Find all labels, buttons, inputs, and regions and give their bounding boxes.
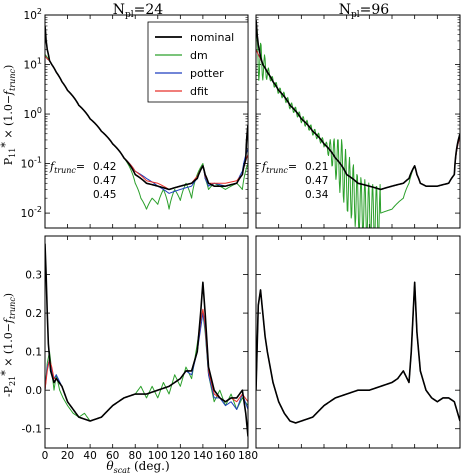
- series-group: [45, 25, 248, 210]
- ftrunc-annotation-left: ftrunc= 0.42 0.47 0.45: [49, 160, 116, 201]
- x-tick-label: 20: [61, 450, 74, 462]
- plot-frame: [255, 235, 461, 449]
- series-line-dfit: [45, 308, 248, 422]
- x-tick-label: 140: [193, 450, 213, 462]
- x-tick-label: 80: [129, 450, 142, 462]
- y-tick-label: 0.2: [25, 308, 42, 320]
- y-tick-label: -0.1: [22, 424, 43, 436]
- panel-bottom-left: -0.1 0.0 0.1 0.2 0.3 0 20 40 60 80 100 120 140 160 180: [22, 235, 258, 462]
- ticks: -0.1 0.0 0.1 0.2 0.3 0 20 40 60 80 100 120 140 160 180: [22, 236, 258, 462]
- ftrunc-annotation-right: ftrunc= 0.21 0.47 0.34: [261, 160, 329, 201]
- x-tick-label: 60: [106, 450, 119, 462]
- series-group: [45, 243, 248, 437]
- title-left: Npl=24: [113, 2, 164, 20]
- legend-label-dfit: dfit: [190, 85, 209, 98]
- y-tick-label: 101: [24, 57, 42, 72]
- series-line-nominal: [45, 25, 248, 191]
- legend-label-nominal: nominal: [190, 31, 234, 44]
- series-line-dm: [256, 29, 460, 228]
- xlabel: θscat (deg.): [106, 459, 169, 474]
- series-line-dfit: [256, 281, 460, 424]
- legend-box: [147, 21, 249, 103]
- y-tick-label: 0.1: [25, 347, 42, 359]
- ticks: 10-2 10-1 100 101 102: [21, 7, 249, 228]
- x-tick-label: 0: [42, 450, 49, 462]
- series-line-nominal: [256, 19, 460, 191]
- series-line-nominal: [45, 243, 248, 437]
- y-tick-label: 10-2: [21, 205, 42, 220]
- series-line-potter: [256, 281, 460, 424]
- plot-frame: [44, 235, 249, 449]
- series-line-potter: [45, 312, 248, 422]
- panel-top-right: [255, 14, 461, 229]
- series-group: [256, 281, 460, 424]
- ftrunc-left-dfit: 0.45: [93, 189, 116, 201]
- plot-frame: [44, 14, 249, 229]
- y-tick-label: 0.0: [25, 385, 42, 397]
- ylabel-top: P11* × (1.0−ftrunc): [0, 65, 17, 166]
- ftrunc-right-dm: 0.21: [305, 161, 328, 173]
- ftrunc-label-left: ftrunc=: [49, 160, 85, 175]
- legend-label-dm: dm: [190, 49, 208, 62]
- x-tick-label: 100: [148, 450, 168, 462]
- plot-frame: [255, 14, 461, 229]
- ftrunc-right-dfit: 0.34: [305, 189, 329, 201]
- x-tick-label: 120: [170, 450, 190, 462]
- x-tick-label: 180: [238, 450, 258, 462]
- legend-label-potter: potter: [190, 67, 224, 80]
- y-tick-label: 0.3: [25, 270, 42, 282]
- y-tick-label: 10-1: [21, 156, 42, 171]
- y-tick-label: 102: [24, 7, 42, 22]
- ftrunc-label-right: ftrunc=: [261, 160, 297, 175]
- y-tick-label: 100: [24, 106, 42, 121]
- ftrunc-left-dm: 0.42: [93, 161, 116, 173]
- series-line-dm: [45, 312, 248, 422]
- panel-top-left: 10-2 10-1 100 101 102: [21, 7, 249, 229]
- ylabel-bottom: -P21* × (1.0−ftrunc): [0, 293, 17, 397]
- ftrunc-right-potter: 0.47: [305, 175, 328, 187]
- x-tick-label: 40: [83, 450, 96, 462]
- ftrunc-left-potter: 0.47: [93, 175, 116, 187]
- series-group: [256, 19, 460, 228]
- series-line-nominal: [256, 281, 460, 424]
- panel-bottom-right: [255, 235, 461, 449]
- series-line-dm: [256, 281, 460, 424]
- x-tick-label: 160: [215, 450, 235, 462]
- legend: nominal dm potter dfit: [147, 21, 249, 103]
